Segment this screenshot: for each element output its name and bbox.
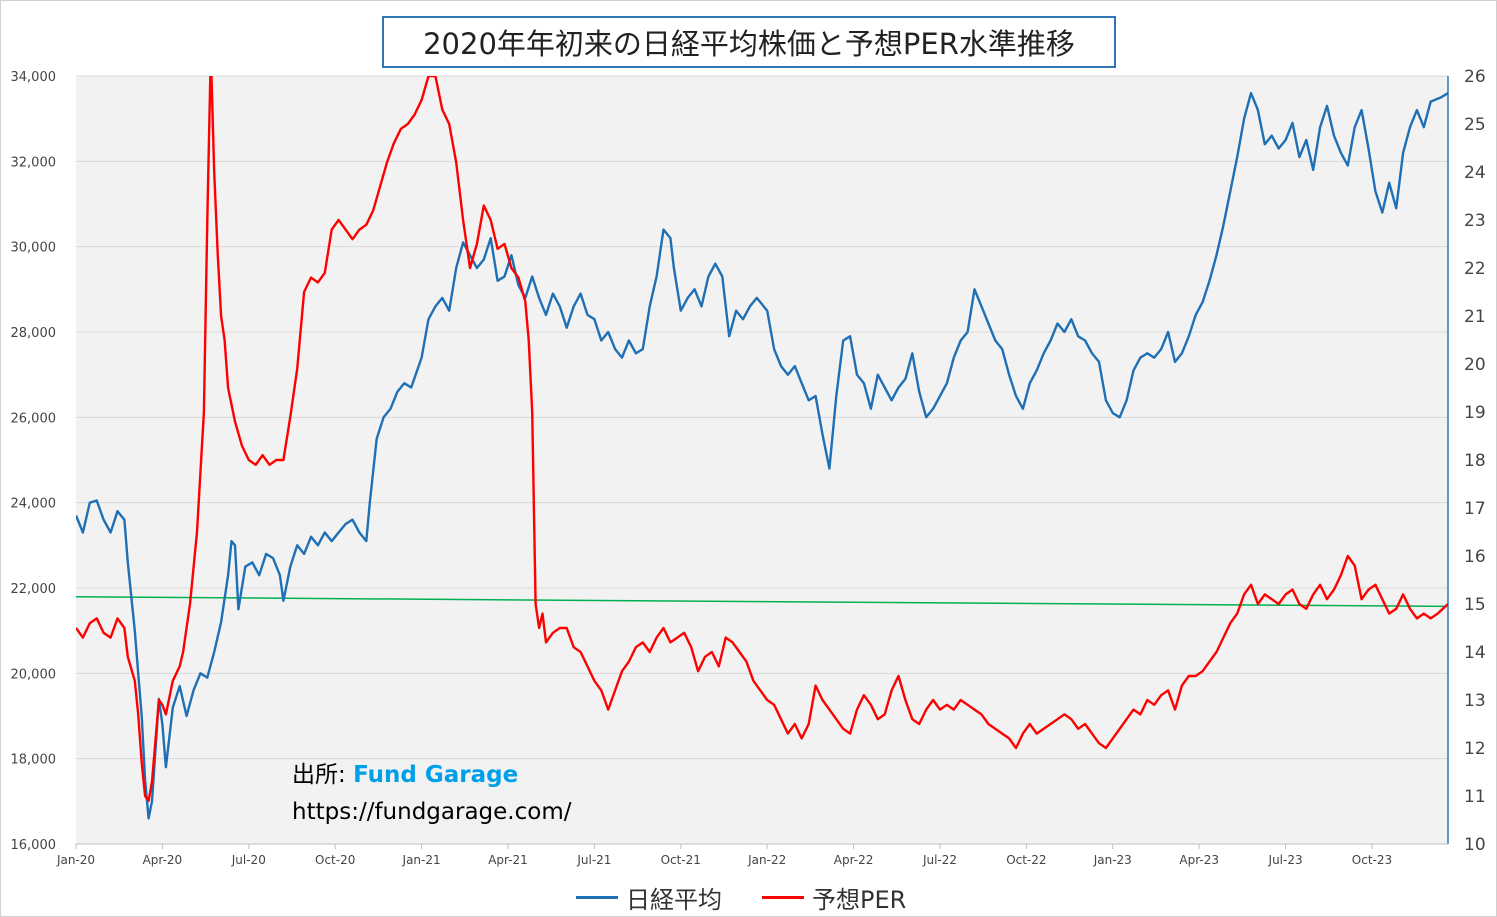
- right-tick-label: 22: [1464, 259, 1486, 279]
- source-note: 出所: Fund Garage https://fundgarage.com/: [292, 755, 571, 825]
- right-tick-label: 15: [1464, 595, 1486, 615]
- x-tick-label: Jul-23: [1268, 853, 1303, 867]
- right-tick-label: 23: [1464, 211, 1486, 231]
- left-tick-label: 20,000: [11, 667, 57, 682]
- grid-lines: [76, 75, 1448, 845]
- plot-area: [76, 76, 1448, 844]
- source-name: Fund Garage: [353, 762, 519, 788]
- left-axis-ticks: 16,000 18,000 20,000 22,000 24,000 26,000 28,0…: [11, 70, 57, 853]
- right-tick-label: 12: [1464, 739, 1486, 759]
- left-tick-label: 22,000: [11, 582, 57, 597]
- left-tick-label: 18,000: [11, 753, 57, 768]
- right-tick-label: 19: [1464, 403, 1486, 423]
- right-tick-label: 18: [1464, 451, 1486, 471]
- left-tick-label: 30,000: [11, 241, 57, 256]
- x-tick-label: Apr-21: [488, 853, 528, 867]
- legend-swatch-nikkei: [576, 896, 618, 899]
- legend-swatch-per: [762, 896, 804, 899]
- x-tick-label: Oct-22: [1006, 853, 1046, 867]
- legend-item-nikkei: 日経平均: [576, 880, 722, 915]
- right-tick-label: 13: [1464, 691, 1486, 711]
- x-tick-label: Apr-23: [1179, 853, 1219, 867]
- right-tick-label: 26: [1464, 67, 1486, 87]
- legend: 日経平均 予想PER: [576, 880, 946, 915]
- legend-item-per: 予想PER: [762, 880, 906, 915]
- x-tick-label: Jan-23: [1093, 853, 1132, 867]
- x-tick-label: Oct-23: [1352, 853, 1392, 867]
- left-tick-label: 16,000: [11, 838, 57, 853]
- x-tick-label: Jan-22: [747, 853, 786, 867]
- x-tick-label: Jul-20: [231, 853, 266, 867]
- right-axis-ticks: 10 11 12 13 14 15 16 17 18 19 20 21 22 23 24 25 26: [1464, 67, 1486, 855]
- x-tick-label: Oct-21: [661, 853, 701, 867]
- x-tick-label: Apr-20: [143, 853, 183, 867]
- right-tick-label: 10: [1464, 835, 1486, 855]
- right-tick-label: 16: [1464, 547, 1486, 567]
- source-label: 出所: [292, 762, 338, 788]
- left-tick-label: 28,000: [11, 326, 57, 341]
- per-line: [76, 76, 1448, 802]
- x-tick-label: Oct-20: [315, 853, 355, 867]
- source-line: 出所: Fund Garage: [292, 755, 571, 789]
- series-layer: [76, 76, 1448, 820]
- left-tick-label: 34,000: [11, 70, 57, 85]
- per-average-line: [76, 596, 1448, 608]
- nikkei-line: [76, 91, 1448, 820]
- legend-label-per: 予想PER: [812, 886, 907, 914]
- x-tick-label: Apr-22: [834, 853, 874, 867]
- left-tick-label: 32,000: [11, 155, 57, 170]
- right-tick-label: 14: [1464, 643, 1486, 663]
- source-separator: :: [338, 762, 346, 788]
- right-tick-label: 20: [1464, 355, 1486, 375]
- chart-title: 2020年年初来の日経平均株価と予想PER水準推移: [382, 16, 1116, 68]
- right-tick-label: 24: [1464, 163, 1486, 183]
- left-tick-label: 24,000: [11, 497, 57, 512]
- left-tick-label: 26,000: [11, 411, 57, 426]
- x-tick-label: Jan-21: [402, 853, 441, 867]
- legend-label-nikkei: 日経平均: [626, 886, 722, 914]
- source-url: https://fundgarage.com/: [292, 799, 572, 825]
- x-tick-label: Jul-22: [922, 853, 957, 867]
- right-tick-label: 17: [1464, 499, 1486, 519]
- right-tick-label: 21: [1464, 307, 1486, 327]
- x-tick-label: Jul-21: [576, 853, 611, 867]
- right-tick-label: 25: [1464, 115, 1486, 135]
- right-tick-label: 11: [1464, 787, 1486, 807]
- x-tick-label: Jan-20: [56, 853, 95, 867]
- x-axis-ticks: Jan-20 Apr-20 Jul-20 Oct-20 Jan-21 Apr-21 Jul-…: [56, 844, 1392, 867]
